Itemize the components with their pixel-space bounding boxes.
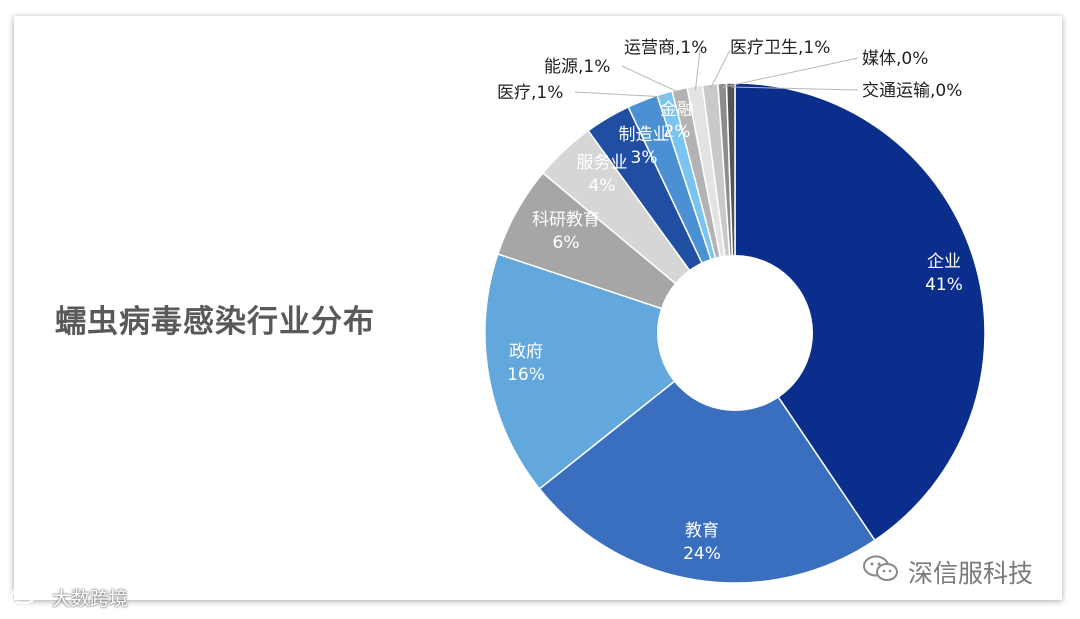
callout-meiti: 媒体,0% [862, 49, 928, 69]
label-keyan-pct: 6% [553, 233, 580, 253]
leader-line-9 [694, 49, 701, 91]
label-zhengfu-pct: 16% [507, 365, 545, 385]
brand-watermark: 大数跨境 [8, 583, 128, 612]
leader-line-10 [710, 49, 731, 89]
label-qiye-pct: 41% [925, 275, 963, 295]
label-fuwu-pct: 4% [589, 176, 616, 196]
label-zhengfu-name: 政府 [509, 342, 543, 362]
chart-title: 蠕虫病毒感染行业分布 [55, 304, 375, 340]
label-qiye-name: 企业 [927, 252, 961, 272]
watermark: 深信服科技 [862, 554, 1033, 590]
label-jinrong-name: 金融 [660, 100, 694, 120]
brand-text: 大数跨境 [52, 588, 129, 610]
label-fuwu-name: 服务业 [577, 153, 628, 173]
leader-lines [574, 49, 859, 98]
label-jiaoyu-pct: 24% [683, 544, 721, 564]
label-jiaoyu-name: 教育 [685, 521, 719, 541]
leader-line-11 [722, 57, 859, 88]
callout-yiliao: 医疗,1% [497, 83, 563, 103]
label-keyan-name: 科研教育 [532, 210, 600, 230]
donut-hole [657, 255, 813, 411]
leader-line-7 [574, 91, 666, 98]
callout-yunying: 运营商,1% [624, 38, 707, 58]
callout-yiliaoweisheng: 医疗卫生,1% [730, 38, 830, 58]
chat-bubble-icon [8, 583, 48, 612]
label-zhizao-name: 制造业 [619, 125, 670, 145]
leader-line-8 [621, 65, 681, 94]
labels-layer: 企业 41% 教育 24% 政府 16% 科研教育 6% 服务业 4% 制造业 … [497, 38, 963, 564]
callout-jiaotong: 交通运输,0% [862, 81, 962, 101]
slice-0 [734, 82, 986, 542]
callout-nengyuan: 能源,1% [544, 57, 610, 77]
label-jinrong-pct: 2% [664, 122, 691, 142]
slice-1 [538, 331, 876, 584]
watermark-text: 深信服科技 [908, 559, 1034, 588]
wechat-icon [862, 554, 900, 590]
leader-line-12 [730, 86, 859, 91]
label-zhizao-pct: 3% [631, 148, 658, 168]
